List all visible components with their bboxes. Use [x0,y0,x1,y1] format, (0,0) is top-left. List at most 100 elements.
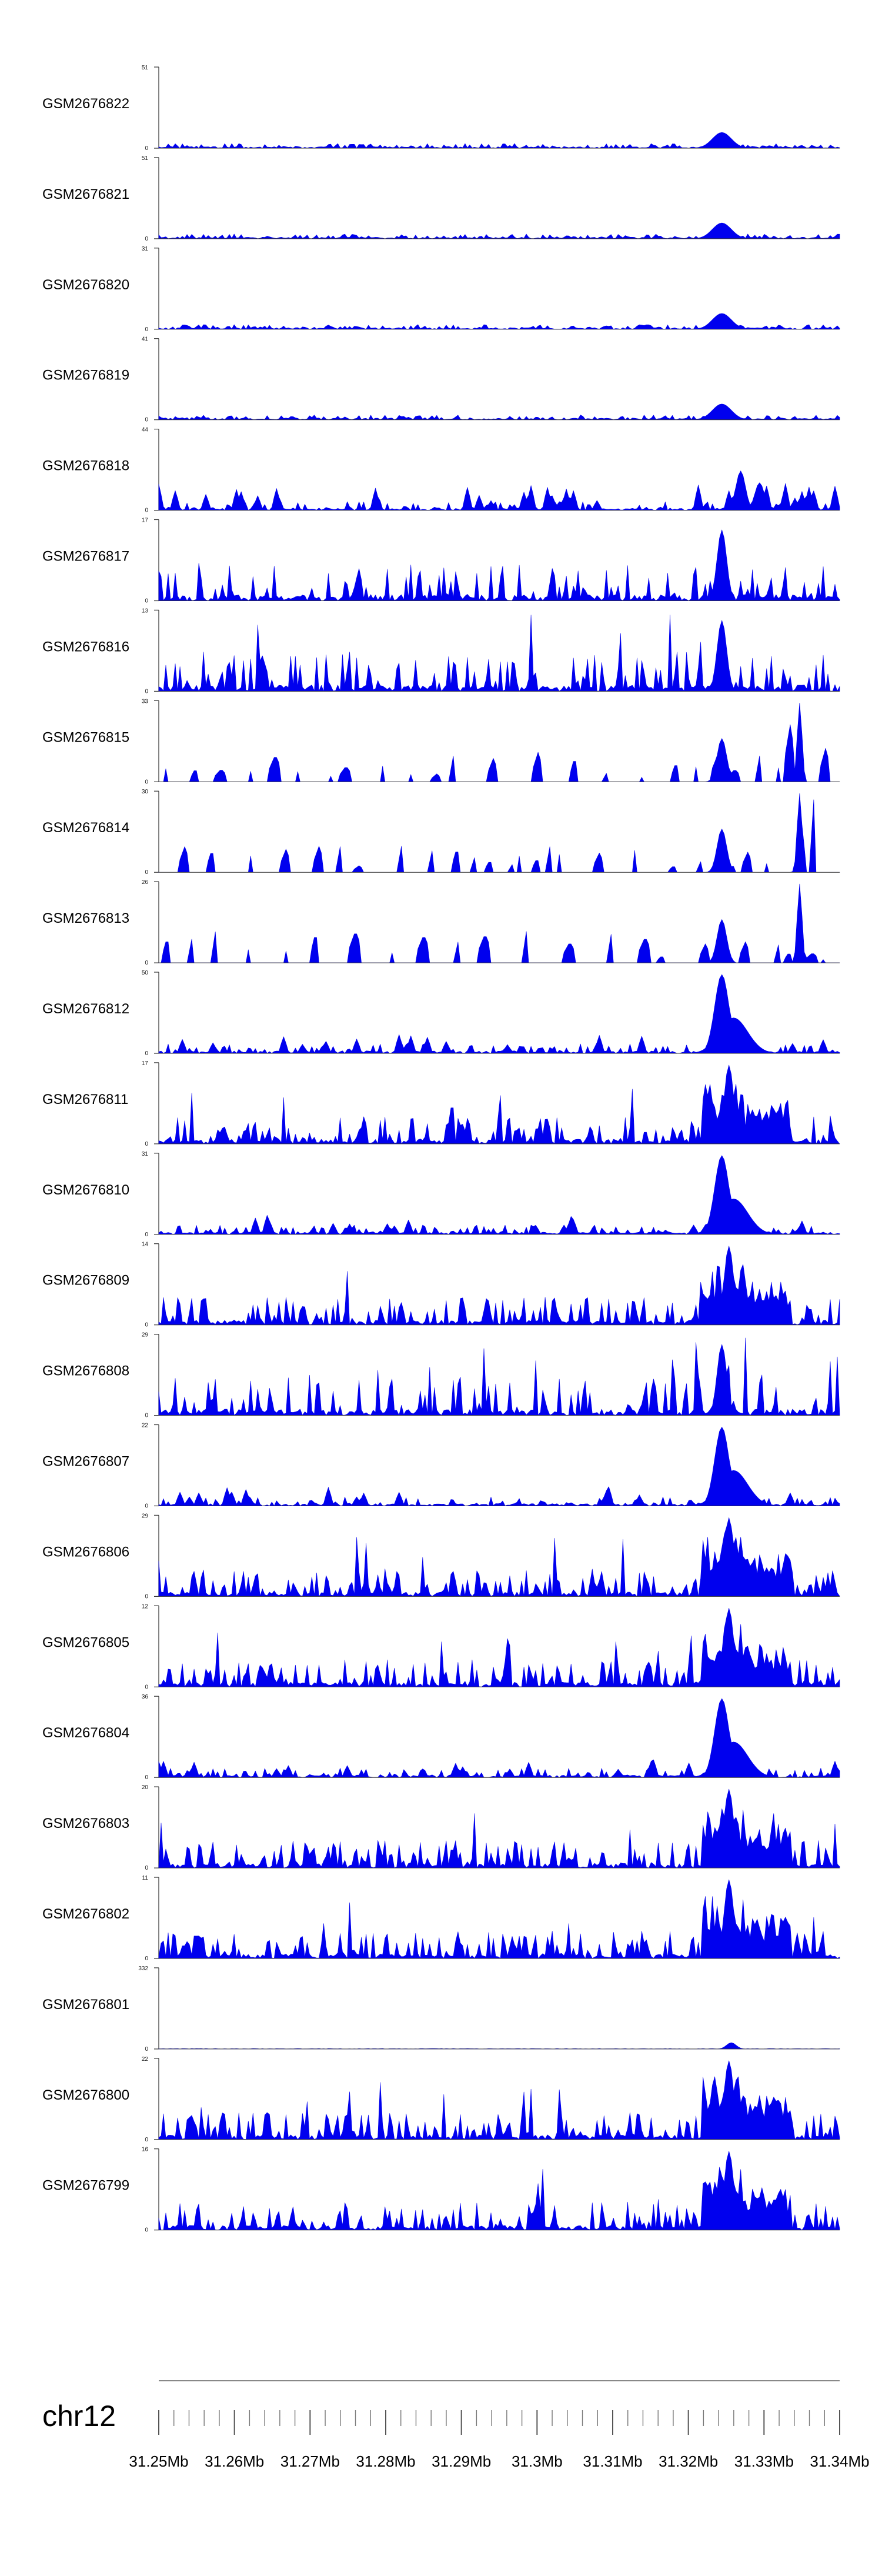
track-ymin-label: 0 [145,1774,148,1781]
track-label: GSM2676813 [42,910,129,926]
track-ymax-label: 50 [142,970,149,976]
track-signal [158,1698,840,1778]
track-ymax-label: 51 [142,155,149,162]
track-ymin-label: 0 [145,1593,148,1600]
track-GSM2676811: GSM2676811 17 0 [42,1060,840,1147]
track-ymin-label: 0 [145,688,148,695]
track-ymax-label: 22 [142,2056,149,2063]
track-GSM2676807: GSM2676807 22 0 [42,1423,840,1510]
track-GSM2676805: GSM2676805 12 0 [42,1603,840,1690]
track-signal [158,2060,840,2140]
track-ymin-label: 0 [145,1141,148,1147]
track-GSM2676821: GSM2676821 51 0 [42,155,840,242]
track-label: GSM2676806 [42,1544,129,1560]
ruler-tick-label: 31.25Mb [129,2452,188,2470]
track-label: GSM2676808 [42,1363,129,1379]
ruler-tick-label: 31.33Mb [734,2452,794,2470]
track-label: GSM2676807 [42,1454,129,1470]
track-label: GSM2676805 [42,1634,129,1650]
signal-tracks: GSM2676822510GSM2676821510GSM2676820310G… [42,65,840,2234]
track-label: GSM2676800 [42,2087,129,2103]
track-ymin-label: 0 [145,508,148,514]
track-signal [158,793,840,873]
track-ymin-label: 0 [145,326,148,333]
ruler-tick-label: 31.3Mb [512,2452,563,2470]
track-ymax-label: 29 [142,1332,149,1339]
track-label: GSM2676814 [42,820,129,836]
track-signal [158,703,840,782]
track-ymax-label: 44 [142,427,149,433]
track-ymax-label: 36 [142,1694,149,1700]
track-ymax-label: 22 [142,1423,149,1429]
chromosome-label: chr12 [42,2400,116,2432]
track-ymin-label: 0 [145,1413,148,1419]
track-ymin-label: 0 [145,1684,148,1690]
track-label: GSM2676812 [42,1001,129,1017]
track-GSM2676815: GSM2676815 33 0 [42,698,840,785]
track-ymin-label: 0 [145,2227,148,2234]
track-label: GSM2676811 [42,1092,128,1107]
track-signal [158,883,840,963]
track-ymin-label: 0 [145,598,148,605]
track-label: GSM2676821 [42,186,129,202]
ruler-tick-label: 31.32Mb [659,2452,718,2470]
track-GSM2676822: GSM2676822 51 0 [42,65,840,152]
track-ymin-label: 0 [145,1232,148,1238]
track-GSM2676800: GSM2676800 22 0 [42,2056,840,2143]
track-signal [158,1246,840,1325]
track-GSM2676814: GSM2676814 30 0 [42,789,840,876]
track-label: GSM2676804 [42,1725,129,1741]
track-signal [158,974,840,1054]
track-label: GSM2676809 [42,1273,129,1289]
track-signal [158,222,840,239]
track-ymin-label: 0 [145,869,148,876]
track-ymin-label: 0 [145,2137,148,2143]
track-label: GSM2676801 [42,1997,129,2013]
track-GSM2676813: GSM2676813 26 0 [42,879,840,966]
track-label: GSM2676815 [42,729,129,745]
track-ymin-label: 0 [145,1322,148,1329]
track-ymax-label: 13 [142,608,149,614]
track-signal [158,1788,840,1868]
track-ymax-label: 12 [142,1603,149,1610]
track-label: GSM2676803 [42,1816,129,1831]
track-ymax-label: 17 [142,518,149,524]
ruler-tick-label: 31.26Mb [205,2452,264,2470]
track-GSM2676806: GSM2676806 29 0 [42,1513,840,1600]
ruler-tick-label: 31.34Mb [810,2452,869,2470]
track-GSM2676802: GSM2676802 11 0 [42,1875,840,1962]
track-GSM2676804: GSM2676804 36 0 [42,1694,840,1781]
track-signal [158,1517,840,1597]
track-signal [158,1155,840,1235]
track-ymax-label: 31 [142,246,149,252]
track-GSM2676809: GSM2676809 14 0 [42,1242,840,1329]
chromosome-ruler: chr12 31.25Mb 31.26Mb 31.27Mb 31.28Mb 31.29M… [42,2380,870,2470]
track-signal [158,403,840,420]
track-ymin-label: 0 [145,2046,148,2053]
track-GSM2676812: GSM2676812 50 0 [42,970,840,1057]
track-ymin-label: 0 [145,960,148,966]
track-signal [158,1337,840,1416]
track-ymax-label: 332 [138,1966,148,1972]
track-signal [158,1879,840,1959]
track-ymax-label: 30 [142,789,149,795]
track-label: GSM2676816 [42,639,129,655]
track-signal [158,1065,840,1144]
track-GSM2676818: GSM2676818 44 0 [42,427,840,514]
track-ymax-label: 17 [142,1060,149,1067]
track-GSM2676801: GSM2676801 332 0 [42,1966,840,2053]
ruler-tick-label: 31.27Mb [280,2452,340,2470]
ruler-tick-label: 31.28Mb [356,2452,415,2470]
track-ymin-label: 0 [145,779,148,785]
track-signal [158,2151,840,2230]
track-label: GSM2676819 [42,368,129,383]
track-GSM2676816: GSM2676816 13 0 [42,608,840,695]
track-label: GSM2676820 [42,277,129,293]
track-ymax-label: 16 [142,2147,149,2153]
track-ymax-label: 29 [142,1513,149,1519]
track-GSM2676803: GSM2676803 20 0 [42,1784,840,1871]
ruler-tick-label: 31.29Mb [432,2452,491,2470]
ruler-tick-label: 31.31Mb [583,2452,642,2470]
track-label: GSM2676818 [42,458,129,474]
